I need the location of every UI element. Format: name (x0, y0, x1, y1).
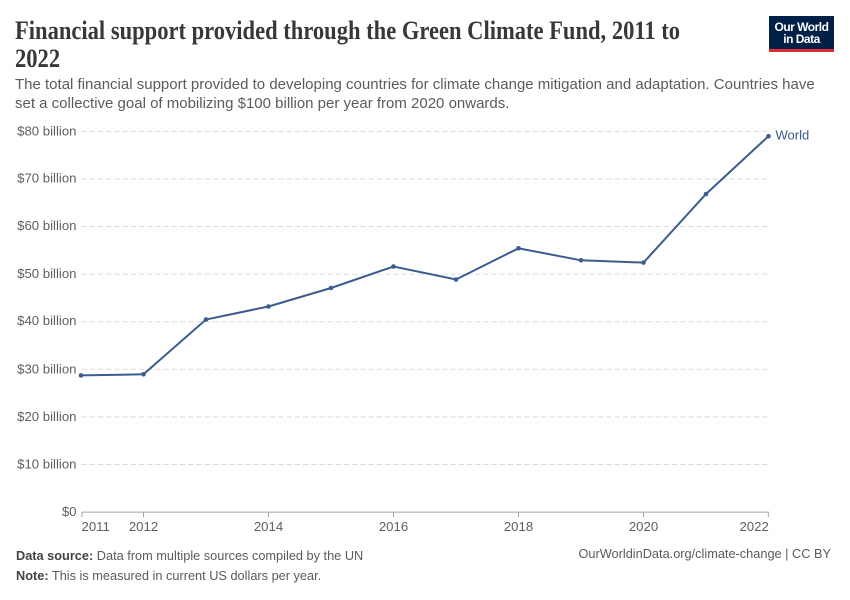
svg-text:2016: 2016 (379, 519, 408, 534)
svg-text:2020: 2020 (629, 519, 658, 534)
svg-text:$0: $0 (62, 504, 77, 519)
svg-text:2022: 2022 (739, 519, 768, 534)
svg-text:$50 billion: $50 billion (17, 266, 76, 281)
svg-text:$10 billion: $10 billion (17, 457, 76, 472)
svg-text:World: World (776, 128, 810, 143)
svg-text:2011: 2011 (82, 519, 110, 534)
svg-text:2012: 2012 (129, 519, 158, 534)
svg-text:2014: 2014 (254, 519, 283, 534)
svg-text:$30 billion: $30 billion (17, 361, 76, 376)
svg-text:$60 billion: $60 billion (17, 218, 76, 233)
svg-text:$80 billion: $80 billion (17, 123, 76, 138)
svg-text:2018: 2018 (504, 519, 533, 534)
svg-text:$70 billion: $70 billion (17, 170, 76, 185)
svg-text:$20 billion: $20 billion (17, 409, 76, 424)
svg-text:$40 billion: $40 billion (17, 313, 76, 328)
